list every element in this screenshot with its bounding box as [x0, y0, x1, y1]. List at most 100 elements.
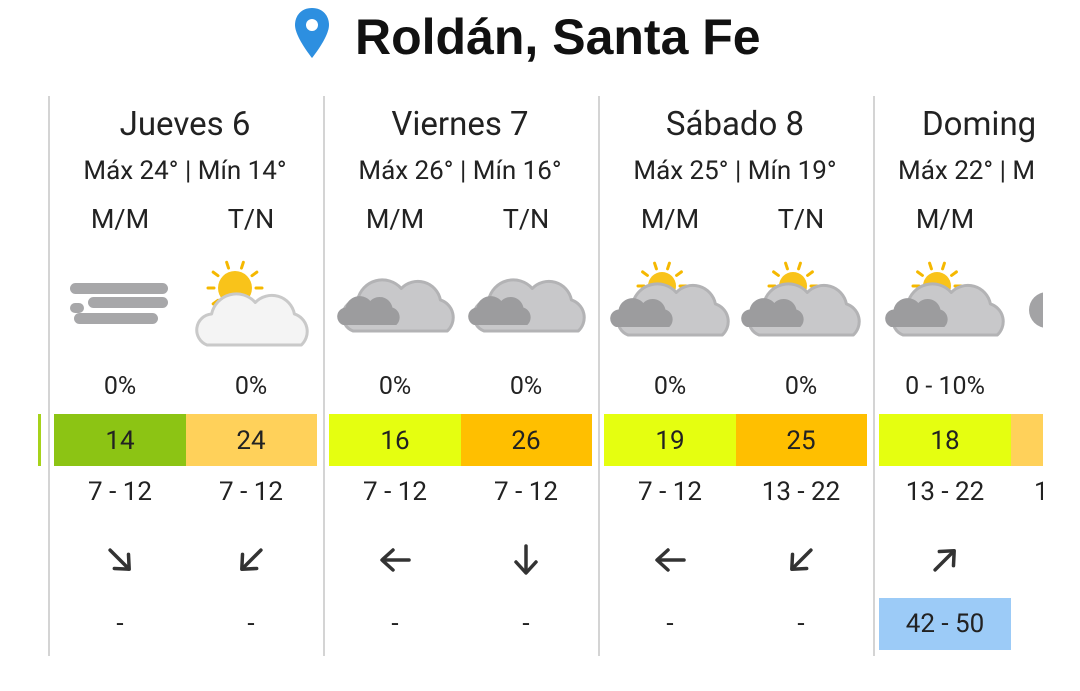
wind-arrow [380, 548, 411, 572]
column-divider [48, 96, 50, 656]
sun-ray [928, 261, 933, 271]
cloud [1029, 292, 1043, 328]
sun-ray [653, 261, 658, 271]
arrow [108, 548, 131, 571]
location-pin [295, 8, 329, 58]
cloud [468, 296, 531, 325]
period-label: T/N [777, 203, 825, 235]
cloud [337, 296, 400, 325]
wind-speed: 7 - 12 [363, 477, 427, 507]
title: Roldán, Santa Fe [355, 9, 761, 65]
max-min: Máx 26° | Mín 16° [358, 156, 562, 186]
max-min: Máx 25° | Mín 19° [633, 156, 837, 186]
weather-icon [1029, 292, 1043, 328]
sun-ray [225, 260, 231, 270]
sun-ray [916, 270, 924, 277]
column-divider [323, 96, 325, 656]
weather-icon [468, 278, 586, 333]
precipitation: 0% [653, 372, 687, 401]
arrow [514, 544, 538, 575]
wind-arrow [790, 548, 813, 571]
temperature-cell [329, 414, 461, 466]
arrow-shaft [933, 549, 956, 572]
sun-ray [641, 270, 649, 277]
arrow-head [937, 549, 956, 568]
gust: - [666, 609, 674, 639]
weather-icon [885, 261, 1005, 337]
wind-speed: 1 [1034, 477, 1043, 507]
cloud [610, 298, 673, 327]
arrow [933, 549, 956, 572]
temperature-cell [1011, 414, 1043, 466]
cloud [195, 292, 309, 347]
day-name: Doming [922, 105, 1037, 144]
wind-speed: 13 - 22 [761, 477, 841, 507]
arrow-head [240, 552, 259, 571]
sun-ray [239, 260, 245, 270]
wind-arrow [933, 549, 956, 572]
weather-icon [741, 261, 861, 337]
arrow [380, 548, 411, 572]
precipitation: 0% [509, 372, 543, 401]
gust: - [391, 609, 399, 639]
precipitation: 0% [234, 372, 268, 401]
temperature: 26 [511, 426, 541, 456]
temperature: 19 [655, 426, 685, 456]
period-label: M/M [640, 203, 700, 235]
day-name: Jueves 6 [119, 105, 251, 144]
precipitation: 0 - 10% [905, 372, 985, 401]
weather-icon [337, 278, 455, 333]
fog-line [70, 283, 168, 294]
day-name: Sábado 8 [665, 105, 805, 144]
max-min: Máx 22° | M [898, 156, 1036, 186]
arrow-head [380, 548, 395, 572]
period-label: T/N [227, 203, 275, 235]
temperature: 14 [105, 426, 135, 456]
prev-column-edge [38, 414, 41, 466]
fog-line [70, 303, 84, 313]
sun-ray [941, 261, 946, 271]
fog-line [88, 297, 168, 308]
arrow-head [655, 548, 670, 572]
wind-speed: 7 - 12 [219, 477, 283, 507]
temperature-cell [736, 414, 867, 466]
arrow-shaft [790, 548, 813, 571]
gust: - [116, 609, 124, 639]
weather-icon [195, 260, 309, 347]
sun-ray [772, 270, 780, 277]
gust: - [797, 609, 805, 639]
weather-icon [70, 283, 168, 324]
precipitation: 0% [103, 372, 137, 401]
wind-arrow [514, 544, 538, 575]
temperature-cell [461, 414, 592, 466]
sun-ray [784, 261, 789, 271]
temperature-cell [54, 414, 186, 466]
wind-speed: 7 - 12 [88, 477, 152, 507]
precipitation: 0% [784, 372, 818, 401]
wind-speed: 13 - 22 [905, 477, 985, 507]
temperature-cell [604, 414, 736, 466]
sun-ray [950, 270, 958, 277]
sun-ray [666, 261, 671, 271]
sun-ray [675, 270, 683, 277]
column-divider [598, 96, 600, 656]
day-name: Viernes 7 [391, 105, 529, 144]
arrow-head [790, 552, 809, 571]
temperature: 24 [236, 426, 266, 456]
column-divider [873, 96, 875, 656]
cloud [885, 298, 948, 327]
temperature: 25 [786, 426, 816, 456]
period-label: M/M [90, 203, 150, 235]
temperature-cell [879, 414, 1011, 466]
wind-arrow [655, 548, 686, 572]
temperature-cell [186, 414, 317, 466]
period-label: M/M [915, 203, 975, 235]
arrow [655, 548, 686, 572]
gust: 42 - 50 [905, 609, 985, 639]
wind-arrow [108, 548, 131, 571]
arrow [790, 548, 813, 571]
sun-ray [250, 270, 259, 278]
sun-ray [797, 261, 802, 271]
wind-arrow [240, 548, 263, 571]
